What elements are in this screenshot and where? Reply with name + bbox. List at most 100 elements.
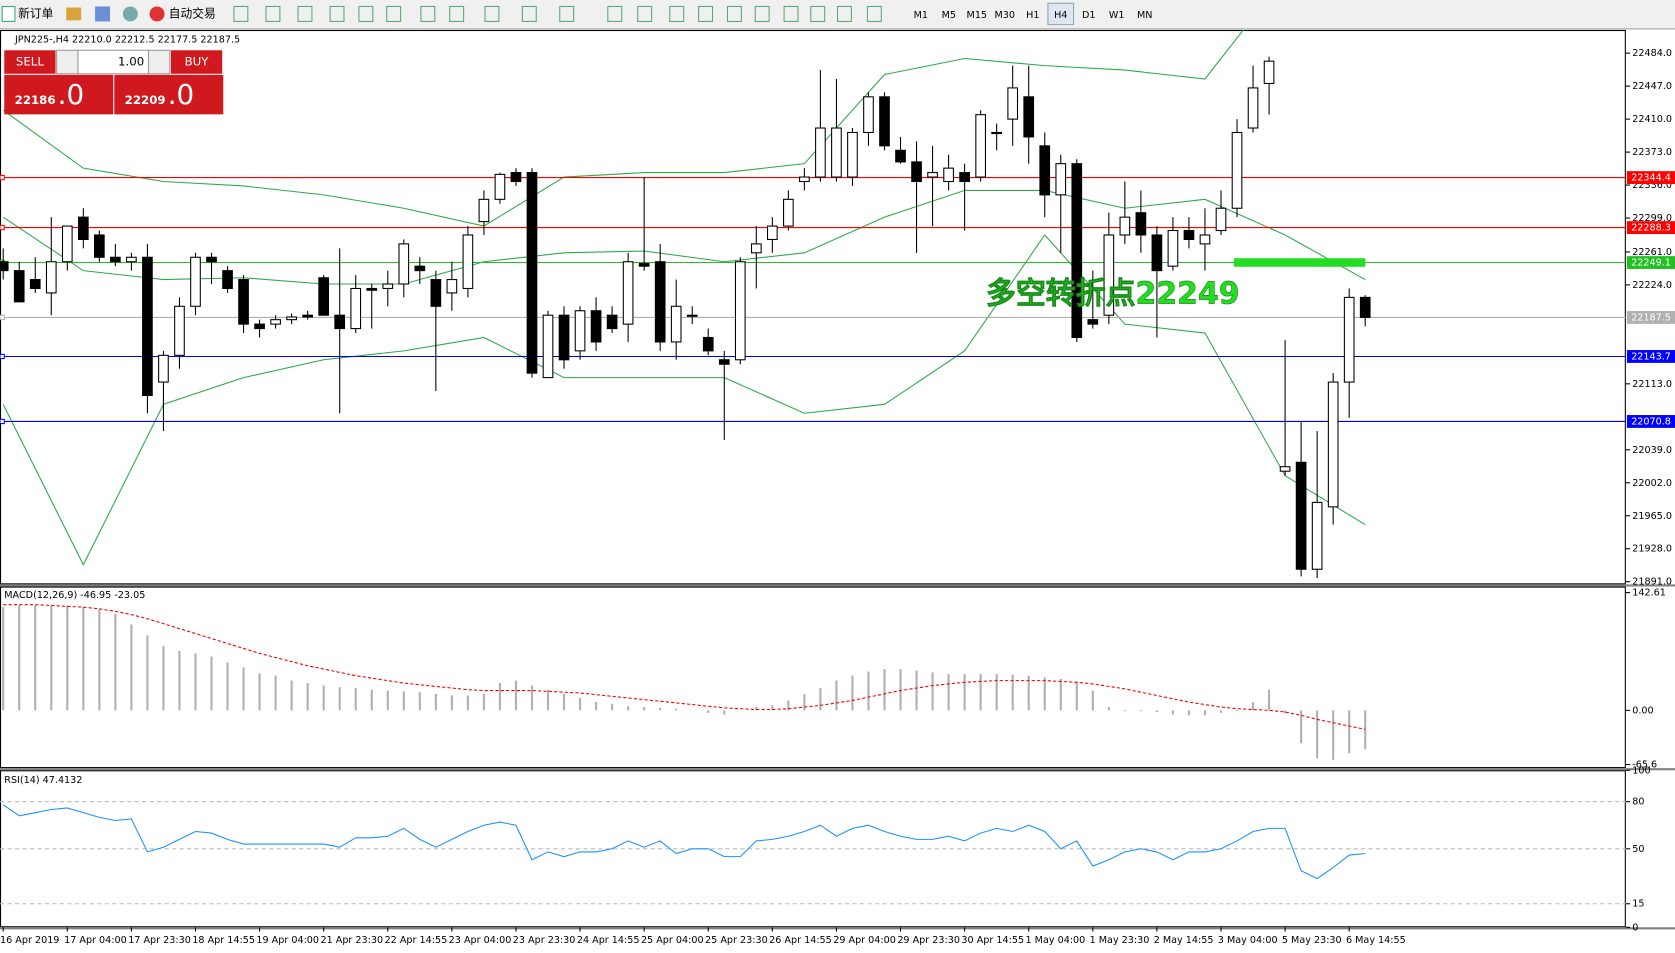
timeframe-button[interactable]: M15 bbox=[967, 10, 988, 21]
toolbar-icon[interactable] bbox=[233, 5, 249, 22]
toolbar-icon[interactable] bbox=[265, 5, 281, 22]
volume-down[interactable] bbox=[56, 49, 79, 75]
toolbar-icon[interactable] bbox=[420, 5, 436, 22]
toolbar-icon[interactable] bbox=[637, 5, 653, 22]
bid-price[interactable]: 22186 bbox=[15, 93, 56, 107]
sell-button[interactable] bbox=[4, 50, 56, 74]
toolbar-icon[interactable] bbox=[810, 5, 826, 22]
candle-body bbox=[110, 256, 121, 263]
timeframe-button[interactable]: H1 bbox=[1026, 10, 1039, 21]
toolbar-icon[interactable] bbox=[521, 5, 537, 22]
trade-panel: SELL 1.00 BUY 22186 .0 22209 .0 bbox=[4, 49, 224, 115]
turning-zone bbox=[1233, 258, 1366, 267]
toolbar-icon[interactable] bbox=[297, 5, 313, 22]
y-tick-label: 22113.0 bbox=[1632, 379, 1672, 390]
x-tick-label: 30 Apr 14:55 bbox=[961, 935, 1024, 946]
candle-body bbox=[702, 336, 714, 352]
toolbar-icon[interactable] bbox=[783, 5, 799, 22]
y-tick-label: 100 bbox=[1632, 765, 1650, 776]
candle-body bbox=[622, 261, 634, 325]
candle-body bbox=[783, 198, 794, 227]
timeframe-button[interactable]: MN bbox=[1137, 10, 1152, 21]
toolbar-icon[interactable] bbox=[449, 5, 465, 22]
y-tick-label: 21928.0 bbox=[1632, 544, 1672, 555]
toolbar-icon[interactable] bbox=[386, 5, 402, 22]
candle-body bbox=[847, 131, 858, 178]
buy-button[interactable] bbox=[170, 50, 223, 74]
y-tick-label: 22224.0 bbox=[1632, 280, 1672, 291]
y-tick-label: -65.6 bbox=[1632, 759, 1657, 770]
toolbar-icon[interactable] bbox=[358, 5, 374, 22]
candle-body bbox=[45, 261, 57, 294]
candle-body bbox=[1007, 87, 1019, 120]
timeframe-button[interactable]: M1 bbox=[914, 10, 928, 21]
candle-body bbox=[1247, 87, 1259, 129]
candle-body bbox=[1087, 319, 1099, 325]
candle-body bbox=[799, 176, 810, 183]
toolbar-icon[interactable] bbox=[866, 5, 882, 22]
candle-body bbox=[190, 256, 201, 307]
level-label: 22070.8 bbox=[1631, 416, 1671, 427]
toolbar-icon[interactable] bbox=[559, 5, 575, 22]
level-label: 22187.5 bbox=[1631, 312, 1671, 323]
y-tick-label: 0 bbox=[1632, 922, 1638, 933]
volume-value[interactable]: 1.00 bbox=[118, 55, 144, 69]
timeframe-button[interactable]: M30 bbox=[995, 10, 1016, 21]
toolbar-icon[interactable] bbox=[836, 5, 852, 22]
timeframe-button[interactable]: M5 bbox=[942, 10, 956, 21]
candle-body bbox=[654, 261, 666, 343]
candle-body bbox=[462, 234, 474, 289]
candle-body bbox=[126, 256, 137, 263]
level-label-box bbox=[1626, 415, 1675, 428]
new-order-button[interactable]: 新订单 bbox=[18, 6, 53, 20]
candle-body bbox=[991, 131, 1003, 135]
level-label: 22344.4 bbox=[1631, 173, 1671, 184]
candle-body bbox=[494, 173, 506, 200]
bid-box[interactable] bbox=[4, 74, 114, 115]
x-tick-label: 1 May 23:30 bbox=[1090, 935, 1150, 946]
x-tick-label: 29 Apr 04:00 bbox=[833, 935, 896, 946]
y-tick-label: 0.00 bbox=[1632, 705, 1653, 716]
timeframe-selected[interactable] bbox=[1047, 2, 1075, 26]
toolbar-icon[interactable] bbox=[669, 5, 685, 22]
candle-body bbox=[638, 262, 650, 267]
icon[interactable] bbox=[66, 7, 82, 21]
candle-body bbox=[1231, 131, 1243, 209]
sell-label[interactable]: SELL bbox=[16, 55, 44, 69]
auto-trading-icon[interactable] bbox=[149, 6, 165, 22]
candle-body bbox=[750, 243, 762, 254]
timeframe-button[interactable]: W1 bbox=[1109, 10, 1125, 21]
icon[interactable] bbox=[122, 6, 138, 22]
icon[interactable] bbox=[95, 6, 111, 22]
level-label: 22143.7 bbox=[1631, 351, 1671, 362]
y-tick-label: 22447.0 bbox=[1632, 81, 1672, 92]
new-order-icon[interactable] bbox=[1, 5, 16, 22]
candle-body bbox=[334, 314, 346, 330]
candle-body bbox=[350, 287, 362, 330]
bid-fraction[interactable]: .0 bbox=[58, 78, 85, 111]
toolbar-icon[interactable] bbox=[607, 5, 623, 22]
toolbar-icon[interactable] bbox=[754, 5, 770, 22]
y-tick-label: 22039.0 bbox=[1632, 445, 1672, 456]
timeframe-button[interactable]: D1 bbox=[1082, 10, 1096, 21]
volume-up[interactable] bbox=[147, 49, 171, 75]
toolbar-icon[interactable] bbox=[726, 5, 742, 22]
level-marker bbox=[0, 353, 5, 360]
toolbar-icon[interactable] bbox=[484, 5, 500, 22]
toolbar-icon[interactable] bbox=[329, 5, 345, 22]
candle-body bbox=[61, 225, 73, 263]
ask-box[interactable] bbox=[114, 74, 224, 115]
ask-fraction[interactable]: .0 bbox=[168, 78, 194, 111]
timeframe-button[interactable]: H4 bbox=[1054, 10, 1067, 21]
candle-body bbox=[77, 216, 89, 240]
toolbar-icon[interactable] bbox=[698, 5, 714, 22]
y-tick-label: 21891.0 bbox=[1632, 577, 1672, 588]
candle-body bbox=[1023, 96, 1035, 138]
buy-label[interactable]: BUY bbox=[185, 55, 210, 69]
auto-trading-button[interactable]: 自动交易 bbox=[169, 6, 216, 20]
candle-body bbox=[590, 310, 602, 343]
candle-body bbox=[895, 149, 906, 163]
candle-body bbox=[13, 270, 25, 303]
pane-frame bbox=[0, 29, 1626, 585]
ask-price[interactable]: 22209 bbox=[125, 93, 166, 107]
